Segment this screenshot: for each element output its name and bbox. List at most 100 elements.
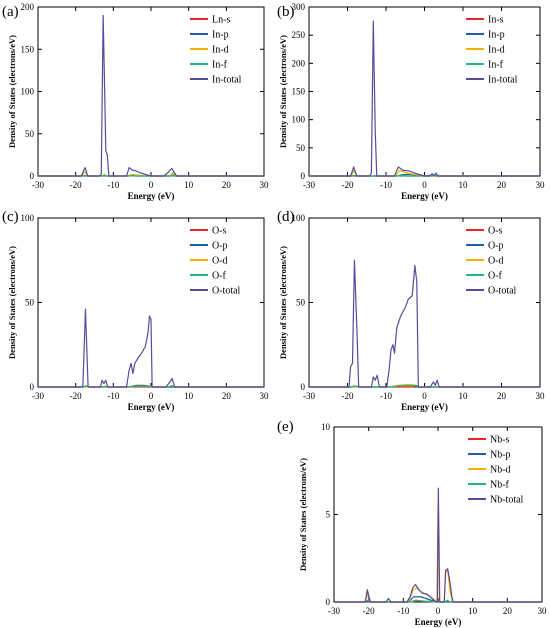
plot-frame	[37, 217, 265, 388]
legend-label: In-total	[212, 75, 242, 86]
panel-a: (a) -30 -20 -10 0 10 20 30 0 50 100 150 200 Energy (e…	[2, 2, 269, 201]
legend-label: In-f	[488, 60, 504, 71]
y-tick-label: 300	[292, 2, 306, 12]
y-tick-label: 50	[296, 298, 306, 308]
legend-label: In-d	[212, 45, 229, 56]
y-tick-label: 100	[21, 87, 35, 97]
x-tick-label: 0	[149, 180, 154, 190]
x-tick-label: 0	[436, 606, 441, 616]
x-tick-label: -30	[328, 606, 340, 616]
x-tick-label: -10	[107, 391, 119, 401]
series-line-in-total	[38, 14, 264, 177]
y-axis-label: Density of States (electrons/eV)	[278, 246, 288, 359]
x-tick-label: -20	[342, 391, 354, 401]
legend-label: O-s	[212, 226, 227, 237]
x-tick-label: 20	[222, 391, 232, 401]
x-axis-label: Energy (eV)	[128, 191, 175, 201]
panel-label: (c)	[2, 209, 19, 225]
y-tick-label: 0	[30, 382, 35, 392]
legend-label: Nb-total	[490, 495, 524, 506]
series-line-in-f	[309, 174, 540, 177]
x-tick-label: 20	[497, 391, 507, 401]
x-axis-label: Energy (eV)	[401, 191, 448, 201]
plot-frame	[308, 217, 541, 388]
legend-label: In-d	[488, 45, 505, 56]
x-tick-label: -30	[303, 391, 315, 401]
x-tick-label: -20	[70, 180, 82, 190]
series-line-in-total	[309, 20, 540, 177]
legend-label: Nb-p	[490, 450, 511, 461]
x-axis-label: Energy (eV)	[128, 402, 175, 412]
y-tick-label: 10	[321, 422, 331, 432]
legend-label: O-total	[488, 286, 517, 297]
x-tick-label: 20	[497, 180, 507, 190]
panel-d: (d) -30 -20 -10 0 10 20 30 0 50 100 Energy (eV) Dens…	[277, 209, 546, 412]
x-tick-label: 30	[538, 606, 548, 616]
x-tick-label: 0	[422, 180, 427, 190]
series-line-in-d	[309, 169, 540, 177]
y-tick-label: 0	[326, 597, 331, 607]
legend-label: O-d	[212, 256, 228, 267]
legend-label: In-total	[488, 75, 518, 86]
y-tick-label: 150	[21, 44, 35, 54]
x-tick-label: 30	[260, 391, 270, 401]
y-tick-label: 0	[30, 171, 35, 181]
legend-label: O-d	[488, 256, 504, 267]
series-line-nb-f	[334, 599, 542, 603]
y-tick-label: 200	[292, 58, 306, 68]
x-axis-label: Energy (eV)	[401, 402, 448, 412]
x-tick-label: -20	[342, 180, 354, 190]
legend-label: Nb-s	[490, 435, 510, 446]
y-tick-label: 0	[301, 382, 306, 392]
legend-label: O-p	[488, 241, 504, 252]
legend-label: O-f	[488, 271, 503, 282]
x-tick-label: -30	[32, 391, 44, 401]
y-tick-label: 5	[326, 510, 331, 520]
legend-label: O-p	[212, 241, 228, 252]
x-tick-label: 0	[422, 391, 427, 401]
panel-b: (b)-30 -20 -10 0 10 20 30050100150200250300Ene…	[277, 2, 546, 201]
y-tick-label: 100	[292, 115, 306, 125]
plot-frame	[308, 6, 541, 177]
panel-e: (e) -30 -20 -10 0 10 20 30 0 5 10 Energy (eV) Densit…	[277, 419, 548, 627]
x-tick-label: 20	[503, 606, 513, 616]
panel-label: (d)	[277, 209, 295, 225]
y-axis-label: Density of States (electrons/eV)	[298, 458, 308, 571]
legend-label: In-f	[212, 60, 228, 71]
y-tick-label: 250	[292, 30, 306, 40]
y-axis-label: Density of States (electrons/eV)	[278, 35, 288, 148]
series-line-o-f	[38, 385, 264, 388]
y-tick-label: 200	[21, 2, 35, 12]
x-tick-label: 10	[459, 180, 469, 190]
y-axis-label: Density of States (electrons/eV)	[7, 246, 17, 359]
panel-label: (a)	[2, 4, 19, 20]
x-tick-label: 10	[184, 180, 194, 190]
x-tick-label: -10	[107, 180, 119, 190]
x-tick-label: 20	[222, 180, 232, 190]
x-tick-label: 30	[536, 391, 546, 401]
series-line-o-total	[309, 259, 540, 388]
series-line-nb-total	[334, 487, 542, 603]
y-tick-label: 100	[21, 213, 35, 223]
x-tick-label: -10	[397, 606, 409, 616]
legend-label: In-p	[488, 30, 505, 41]
x-tick-label: -30	[32, 180, 44, 190]
legend-label: Nb-f	[490, 480, 510, 491]
legend-label: Nb-d	[490, 465, 511, 476]
legend-label: In-p	[212, 30, 229, 41]
plot-frame	[37, 6, 265, 177]
x-tick-label: 30	[536, 180, 546, 190]
x-tick-label: 10	[459, 391, 469, 401]
y-tick-label: 50	[296, 143, 306, 153]
series-line-o-total	[38, 308, 264, 388]
legend-label: O-f	[212, 271, 227, 282]
legend-label: Ln-s	[212, 15, 230, 26]
y-axis-label: Density of States (electrons/eV)	[7, 35, 17, 148]
panel-label: (e)	[277, 419, 294, 435]
y-tick-label: 0	[301, 171, 306, 181]
y-tick-label: 50	[25, 298, 35, 308]
x-tick-label: 0	[149, 391, 154, 401]
x-tick-label: 10	[468, 606, 478, 616]
legend-label: O-total	[212, 286, 241, 297]
legend-label: In-s	[488, 15, 504, 26]
